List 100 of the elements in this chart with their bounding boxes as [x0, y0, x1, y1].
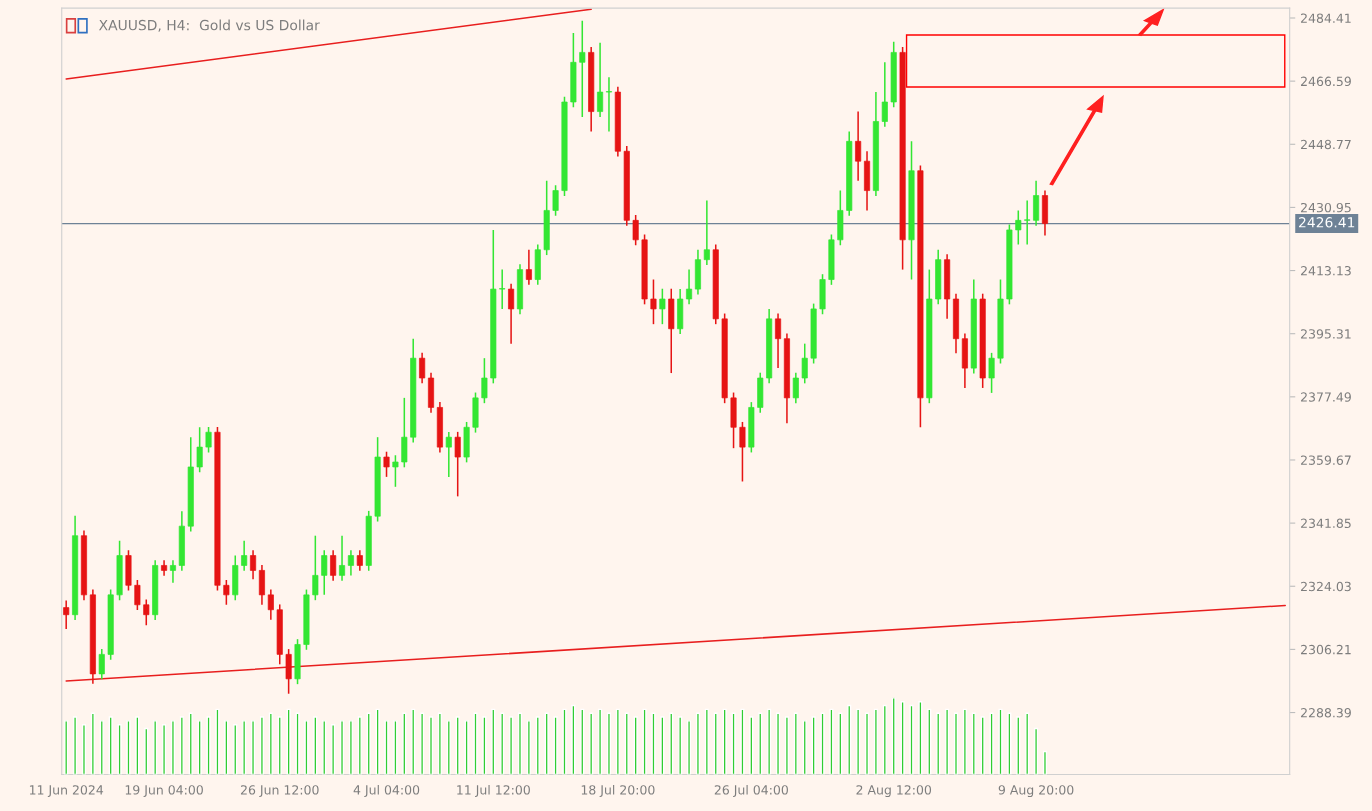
- bar: [882, 704, 887, 775]
- bar: [500, 712, 505, 775]
- bar: [651, 712, 656, 775]
- bar: [687, 720, 692, 775]
- candlestick: [579, 20, 586, 118]
- bar: [64, 720, 69, 775]
- bar: [695, 712, 700, 775]
- y-tick-label: 2413.13: [1301, 266, 1351, 276]
- bar: [268, 712, 273, 775]
- bar: [304, 720, 309, 775]
- y-tick-label: 2341.85: [1301, 518, 1351, 529]
- bar: [251, 720, 256, 775]
- bar: [197, 720, 202, 775]
- bar: [820, 712, 825, 775]
- bar: [989, 712, 994, 775]
- bar: [455, 716, 460, 775]
- bar: [571, 704, 576, 775]
- bar: [526, 720, 531, 775]
- x-tick-label: 19 Jun 04:00: [125, 785, 203, 797]
- bar: [580, 708, 585, 775]
- y-tick-label: 2466.59: [1301, 76, 1351, 87]
- bar: [856, 708, 861, 775]
- bar: [224, 720, 229, 775]
- x-tick-label: 26 Jul 04:00: [714, 784, 788, 797]
- bar: [624, 712, 629, 775]
- y-tick-label: 2306.21: [1301, 644, 1351, 655]
- bar: [767, 708, 772, 775]
- candlestick: [605, 76, 612, 133]
- candlestick: [339, 534, 346, 582]
- bar: [482, 716, 487, 775]
- candlestick: [686, 268, 693, 306]
- candlestick: [445, 431, 452, 478]
- bar: [962, 708, 967, 775]
- bar: [340, 720, 345, 775]
- bar: [535, 716, 540, 775]
- bar: [446, 720, 451, 775]
- bar: [971, 712, 976, 775]
- bar: [669, 712, 674, 775]
- bar: [713, 712, 718, 775]
- candlestick: [356, 549, 363, 572]
- bar: [215, 708, 220, 775]
- bar: [162, 723, 167, 775]
- bar: [891, 697, 896, 775]
- bar: [802, 720, 807, 775]
- bar: [126, 720, 131, 775]
- ref-line-label: 2426.41: [1299, 217, 1355, 228]
- bar: [420, 712, 425, 775]
- bar: [553, 716, 558, 775]
- candlestick: [347, 549, 354, 577]
- bar: [117, 723, 122, 775]
- candlestick: [143, 598, 150, 627]
- bar: [286, 708, 291, 775]
- candlestick: [223, 579, 230, 606]
- candlestick: [792, 371, 799, 404]
- bar: [945, 708, 950, 775]
- candlestick: [632, 214, 639, 246]
- bar: [366, 712, 371, 775]
- bar: [170, 720, 175, 775]
- bar: [562, 708, 567, 775]
- bar: [384, 720, 389, 775]
- bar: [509, 716, 514, 775]
- y-tick-label: 2484.41: [1301, 13, 1351, 23]
- bar: [784, 716, 789, 775]
- bar: [589, 712, 594, 775]
- bar: [598, 708, 603, 775]
- candlestick: [392, 454, 399, 488]
- bar: [153, 720, 158, 775]
- x-tick-label: 18 Jul 20:00: [581, 784, 655, 797]
- candlestick: [321, 549, 328, 596]
- y-tick-label: 2288.39: [1301, 708, 1351, 718]
- bar: [1007, 712, 1012, 775]
- y-tick-label: 2448.77: [1301, 139, 1351, 150]
- bar: [927, 708, 932, 775]
- candlestick: [739, 421, 746, 483]
- bar: [980, 716, 985, 775]
- bar: [606, 712, 612, 775]
- bar: [277, 716, 282, 775]
- bar: [411, 708, 416, 775]
- candlestick: [775, 312, 782, 369]
- bar: [615, 708, 620, 775]
- bar: [660, 716, 665, 775]
- candlestick: [508, 283, 515, 345]
- candlestick: [330, 549, 337, 582]
- bar: [838, 712, 843, 775]
- candlestick: [1024, 199, 1031, 246]
- bar: [464, 720, 469, 775]
- bar: [1016, 716, 1021, 775]
- bar: [722, 708, 727, 775]
- candlestick: [312, 534, 319, 601]
- candlestick: [383, 450, 390, 478]
- bar: [793, 712, 798, 775]
- bar: [998, 708, 1003, 775]
- candlestick: [250, 549, 257, 581]
- candlestick: [525, 248, 532, 286]
- candlestick: [63, 599, 70, 630]
- text: XAUUSD, H4: Gold vs US Dollar: [98, 19, 320, 32]
- bar: [144, 727, 149, 775]
- candlestick: [241, 539, 248, 572]
- candlestick: [988, 352, 995, 394]
- bar: [99, 720, 104, 775]
